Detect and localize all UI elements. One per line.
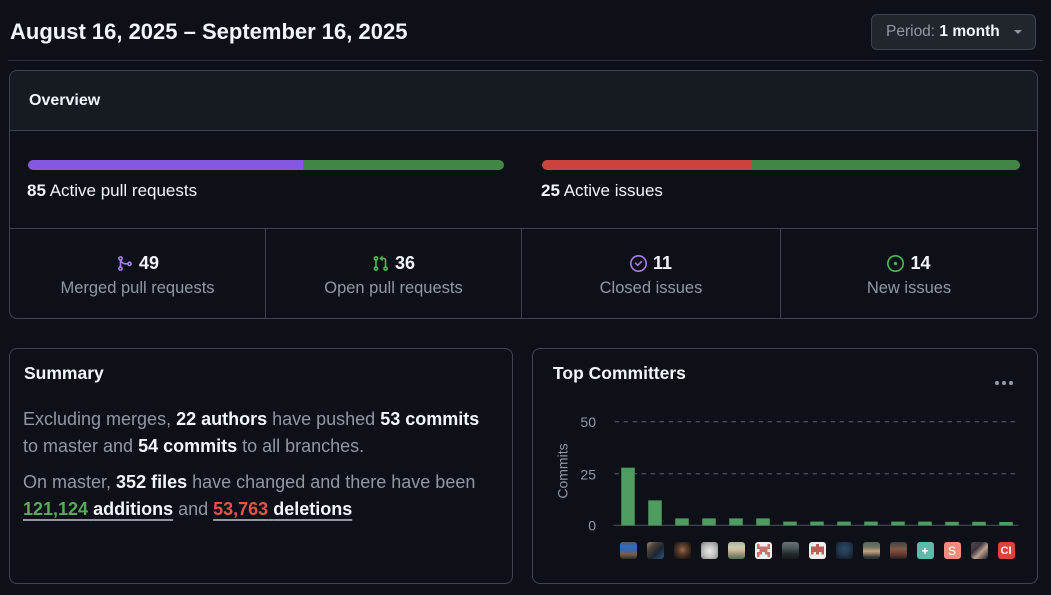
svg-text:25: 25 (580, 466, 596, 482)
svg-text:0: 0 (588, 518, 596, 534)
svg-text:Commits: Commits (555, 443, 571, 498)
svg-text:50: 50 (580, 414, 596, 430)
